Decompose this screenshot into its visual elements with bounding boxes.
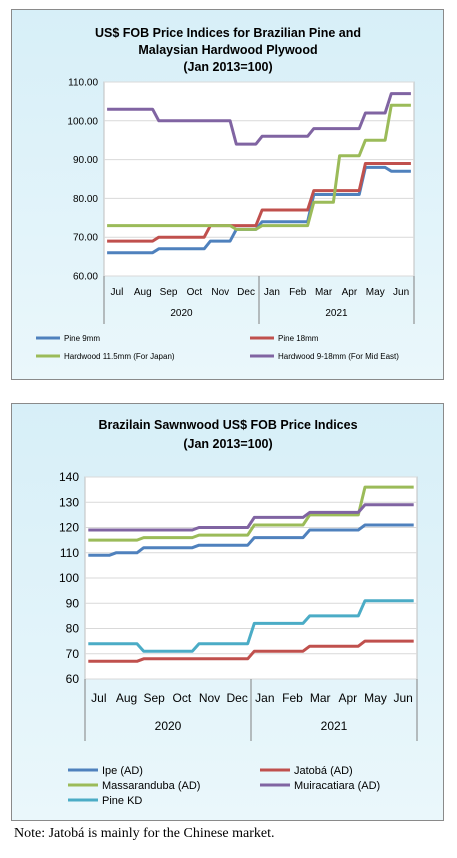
sawnwood-legend-label: Pine KD: [102, 795, 142, 807]
sawnwood-y-tick-label: 70: [66, 647, 80, 661]
sawnwood-y-tick-label: 80: [66, 622, 80, 636]
plywood-title-line: Malaysian Hardwood Plywood: [138, 43, 317, 57]
plywood-x-tick-label: Nov: [211, 287, 229, 298]
sawnwood-year-label: 2020: [155, 719, 182, 733]
sawnwood-series-line: [88, 599, 414, 653]
plywood-x-tick-label: May: [366, 287, 385, 298]
sawnwood-title-line: Brazilain Sawnwood US$ FOB Price Indices: [98, 418, 357, 432]
plywood-plot-area: [103, 81, 415, 277]
plywood-price-chart: US$ FOB Price Indices for Brazilian Pine…: [36, 26, 415, 361]
plywood-x-tick-label: Jun: [393, 287, 409, 298]
sawnwood-legend-label: Muiracatiara (AD): [294, 780, 380, 792]
sawnwood-x-tick-label: Apr: [338, 691, 357, 705]
sawnwood-x-tick-label: Jul: [91, 691, 106, 705]
plywood-x-tick-label: Jan: [264, 287, 280, 298]
sawnwood-series-line: [88, 503, 414, 532]
plywood-x-tick-label: Dec: [237, 287, 255, 298]
plywood-chart-panel: US$ FOB Price Indices for Brazilian Pine…: [11, 9, 444, 380]
plywood-title-line: (Jan 2013=100): [183, 60, 272, 74]
sawnwood-legend-label: Jatobá (AD): [294, 765, 353, 777]
plywood-x-tick-label: Feb: [289, 287, 307, 298]
sawnwood-y-tick-label: 120: [59, 521, 79, 535]
sawnwood-y-tick-label: 100: [59, 571, 79, 585]
sawnwood-price-chart: Brazilain Sawnwood US$ FOB Price Indices…: [59, 418, 418, 807]
plywood-x-tick-label: Aug: [134, 287, 152, 298]
plywood-x-tick-label: Jul: [111, 287, 124, 298]
sawnwood-x-tick-label: Jan: [255, 691, 274, 705]
plywood-x-tick-label: Sep: [160, 287, 178, 298]
sawnwood-x-tick-label: Dec: [226, 691, 247, 705]
sawnwood-y-tick-label: 140: [59, 470, 79, 484]
sawnwood-x-tick-label: Aug: [116, 691, 137, 705]
plywood-year-label: 2020: [170, 308, 193, 319]
sawnwood-series-line: [88, 523, 414, 557]
sawnwood-y-tick-label: 110: [60, 546, 79, 560]
plywood-series-line: [107, 92, 411, 146]
plywood-x-tick-label: Oct: [187, 287, 203, 298]
plywood-y-tick-label: 70.00: [73, 233, 98, 244]
plywood-x-tick-label: Mar: [315, 287, 333, 298]
sawnwood-x-tick-label: Nov: [199, 691, 220, 705]
plywood-y-tick-label: 90.00: [73, 155, 98, 166]
plywood-legend-label: Pine 9mm: [64, 334, 100, 343]
sawnwood-legend-label: Massaranduba (AD): [102, 780, 200, 792]
sawnwood-chart-panel: Brazilain Sawnwood US$ FOB Price Indices…: [11, 403, 444, 821]
plywood-x-tick-label: Apr: [342, 287, 358, 298]
plywood-legend-label: Hardwood 9-18mm (For Mid East): [278, 352, 399, 361]
footnote: Note: Jatobá is mainly for the Chinese m…: [14, 826, 275, 841]
plywood-title-line: US$ FOB Price Indices for Brazilian Pine…: [95, 26, 361, 40]
sawnwood-x-tick-label: Jun: [393, 691, 412, 705]
plywood-y-tick-label: 60.00: [73, 272, 98, 283]
plywood-series-line: [107, 103, 411, 231]
sawnwood-x-tick-label: Feb: [282, 691, 303, 705]
plywood-legend-label: Hardwood 11.5mm (For Japan): [64, 352, 175, 361]
sawnwood-title-line: (Jan 2013=100): [183, 437, 272, 451]
sawnwood-y-tick-label: 90: [66, 596, 80, 610]
sawnwood-y-tick-label: 130: [59, 495, 79, 509]
plywood-year-label: 2021: [325, 308, 348, 319]
plywood-legend-label: Pine 18mm: [278, 334, 319, 343]
plywood-y-tick-label: 110.00: [68, 78, 98, 89]
sawnwood-legend-label: Ipe (AD): [102, 765, 143, 777]
sawnwood-x-tick-label: May: [364, 691, 387, 705]
plywood-series-line: [107, 162, 411, 243]
sawnwood-year-label: 2021: [321, 719, 348, 733]
sawnwood-x-tick-label: Oct: [172, 691, 191, 705]
sawnwood-x-tick-label: Sep: [143, 691, 165, 705]
sawnwood-y-tick-label: 60: [66, 672, 80, 686]
sawnwood-x-tick-label: Mar: [310, 691, 331, 705]
plywood-y-tick-label: 80.00: [73, 194, 98, 205]
plywood-y-tick-label: 100.00: [67, 116, 98, 127]
sawnwood-series-line: [88, 639, 414, 663]
